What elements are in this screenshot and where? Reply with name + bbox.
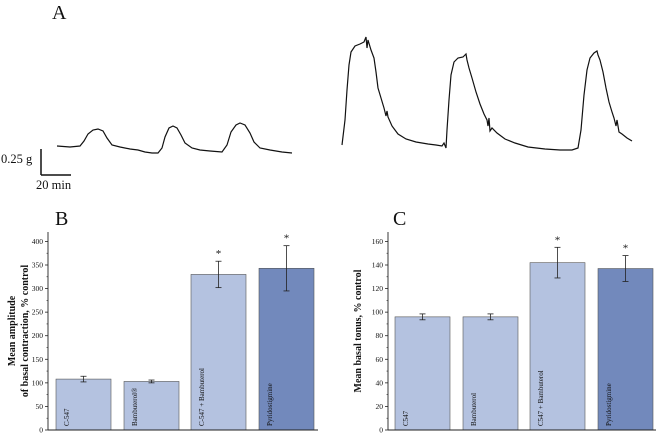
scale-bar: 0.25 g 20 min [1,149,72,192]
panel-c-y-label-line1: Mean basal tonus, % control [353,269,364,392]
panel-b: B C-547 Bambuterol® * C-547 + Bambuterol * Pyr… [7,208,318,434]
panel-c-y-tick-label-0: 0 [379,426,383,434]
panel-b-bar-4 [258,267,315,431]
panel-b-y-tick-label-150: 150 [32,355,44,364]
panel-b-bar-label-1: C-547 [63,408,71,426]
panel-c-y-tick-label-20: 20 [376,402,384,411]
panel-c-significance-4: * [623,243,629,255]
panel-c-y-tick-label-80: 80 [376,331,384,340]
panel-b-bar-label-4: Pyridostigmine [266,383,274,426]
panel-b-y-label-line1: Mean amplitude [7,295,18,366]
panel-c: C C547 Bambuterol * C547 + Bambuterol * Pyrido… [353,208,656,434]
panel-b-y-tick-label-50: 50 [36,402,44,411]
scale-bar-x-label: 20 min [36,178,72,192]
panel-b-y-tick-label-200: 200 [32,331,44,340]
panel-a-letter: A [52,2,67,24]
panel-c-bar-label-4: Pyridostigmine [605,383,613,426]
panel-b-y-tick-label-350: 350 [32,261,44,270]
panel-c-letter: C [393,208,406,230]
panel-b-y-tick-label-300: 300 [32,284,44,293]
panel-b-y-tick-label-100: 100 [32,378,44,387]
panel-b-significance-3: * [216,248,222,260]
panel-a: A 0.25 g 20 min [1,2,633,192]
panel-c-y-tick-label-140: 140 [372,261,384,270]
panel-c-y-tick-label-160: 160 [372,237,384,246]
panel-c-bar-label-1: C547 [402,410,410,426]
panel-b-significance-4: * [284,233,290,245]
panel-b-y-label-line2: of basal contraction, % control [20,265,31,398]
scale-bar-y-label: 0.25 g [1,152,33,166]
panel-b-y-tick-label-400: 400 [32,237,44,246]
panel-c-bar-4 [597,268,654,431]
panel-c-bar-label-3: C547 + Bambuterol [537,370,545,426]
panel-c-y-tick-label-120: 120 [372,284,384,293]
trace-right [341,36,633,151]
panel-b-bar-label-2: Bambuterol® [131,387,139,426]
panel-b-letter: B [55,208,68,230]
panel-c-y-tick-label-40: 40 [376,378,384,387]
panel-c-bar-label-2: Bambuterol [470,393,478,426]
panel-c-bar-3 [529,262,586,431]
panel-c-bar-2 [462,316,519,431]
panel-b-bar-1 [55,378,112,431]
panel-b-y-tick-label-250: 250 [32,308,44,317]
panel-b-bar-3 [190,274,247,431]
trace-left [56,122,293,154]
panel-b-bar-label-3: C-547 + Bambuterol [198,368,206,426]
panel-c-significance-3: * [555,234,561,246]
panel-c-y-tick-label-60: 60 [376,355,384,364]
panel-c-bar-1 [394,316,451,431]
panel-c-y-tick-label-100: 100 [372,308,384,317]
panel-b-y-tick-label-0: 0 [39,426,43,434]
